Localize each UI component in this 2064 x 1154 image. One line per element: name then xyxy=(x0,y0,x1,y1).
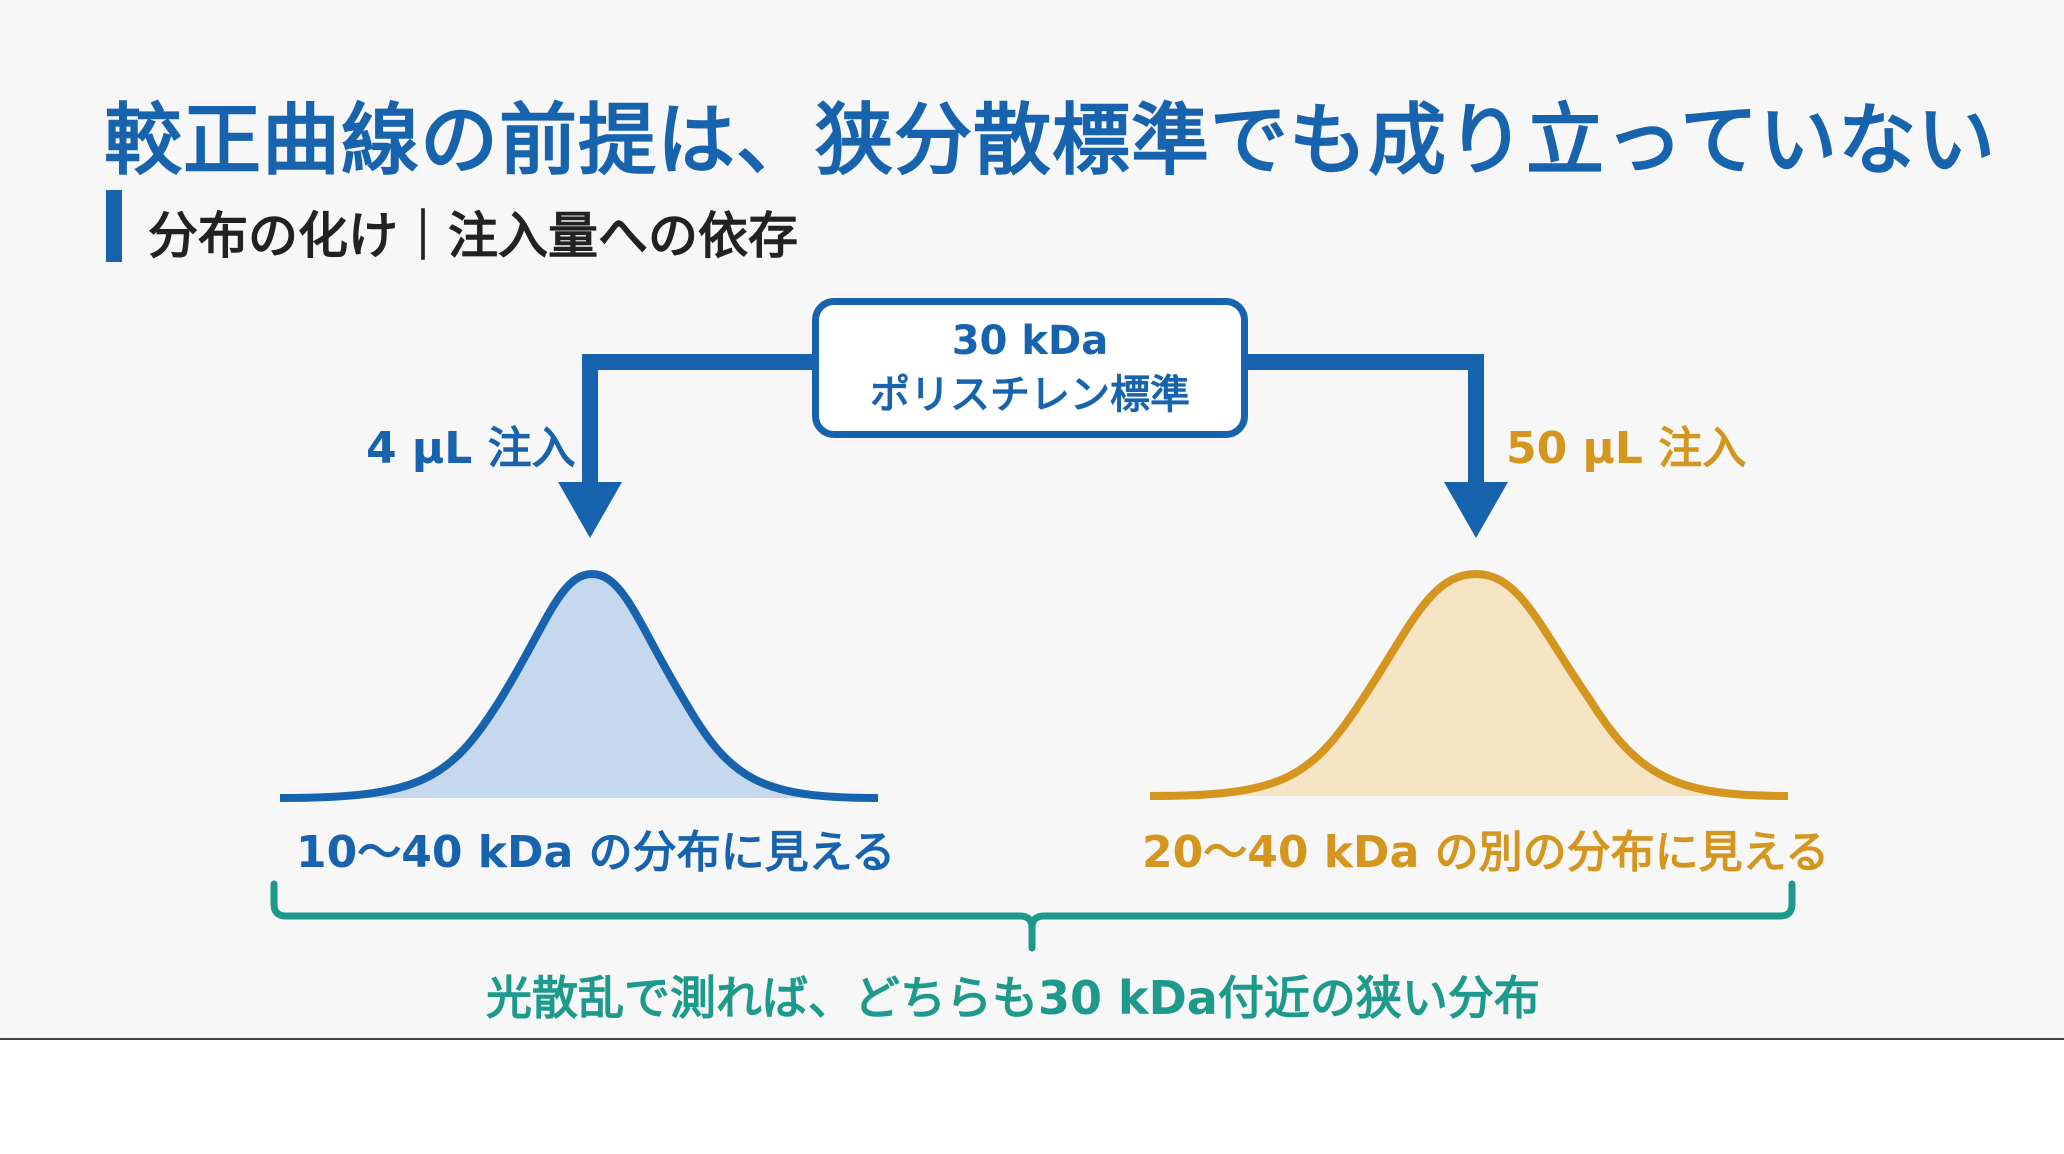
left-injection-label: 4 µL 注入 xyxy=(366,423,576,474)
standard-sample-box: 30 kDa ポリスチレン標準 xyxy=(812,298,1248,438)
empty-bottom-panel xyxy=(0,1038,2064,1154)
right-connector-arrow xyxy=(1248,354,1484,500)
right-arrowhead xyxy=(1444,482,1508,538)
subtitle-accent-bar xyxy=(106,190,122,262)
standard-mass: 30 kDa xyxy=(951,318,1109,364)
flow-diagram xyxy=(270,354,1796,952)
left-result-label: 10〜40 kDa の分布に見える xyxy=(296,827,896,878)
left-distribution-curve xyxy=(279,569,879,802)
slide-subtitle: 分布の化け｜注入量への依存 xyxy=(148,207,798,265)
standard-name: ポリスチレン標準 xyxy=(870,372,1190,418)
right-distribution-fill xyxy=(1150,574,1788,796)
left-arrowhead xyxy=(558,482,622,538)
right-result-label: 20〜40 kDa の別の分布に見える xyxy=(1142,827,1830,878)
right-distribution-curve xyxy=(1149,569,1789,800)
slide: 較正曲線の前提は、狭分散標準でも成り立っていない 分布の化け｜注入量への依存 3… xyxy=(104,96,1997,1025)
conclusion-text: 光散乱で測れば、どちらも30 kDa付近の狭い分布 xyxy=(486,971,1540,1025)
slide-title: 較正曲線の前提は、狭分散標準でも成り立っていない xyxy=(104,96,1997,186)
left-connector-arrow xyxy=(582,354,812,500)
grouping-bracket xyxy=(270,880,1796,952)
left-distribution-fill xyxy=(280,574,878,798)
right-injection-label: 50 µL 注入 xyxy=(1506,423,1747,474)
